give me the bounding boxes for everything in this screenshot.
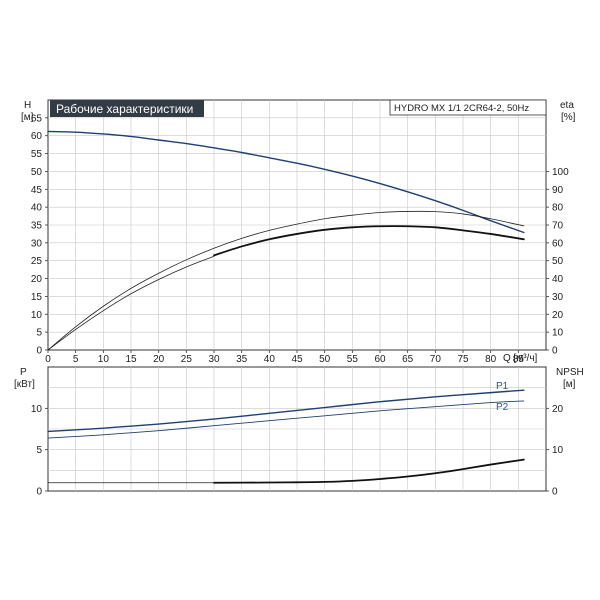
chart-title: Рабочие характеристики [56, 102, 193, 116]
x-tick-label: 5 [73, 354, 79, 365]
bottom-series-0 [47, 389, 525, 433]
head-efficiency-panel: 0 5 10 15 20 25 30 35 40 45 50 55 60 65 70 75 80 85 0 5 10 1… [21, 99, 576, 365]
left-tick-label: 50 [31, 167, 43, 178]
right-tick-label: 100 [552, 167, 569, 178]
top-series-2 [47, 210, 525, 351]
top-series-group [47, 130, 525, 351]
series-label-p2: P2 [496, 402, 509, 413]
x-tick-label: 40 [264, 354, 276, 365]
right-tick-label: 10 [552, 328, 564, 339]
right-tick-label: 60 [552, 238, 564, 249]
bottom-left-tick-label: 5 [36, 445, 42, 456]
x-tick-label: 25 [181, 354, 193, 365]
right-tick-label: 90 [552, 185, 564, 196]
power-npsh-panel: 0 5 10 0 10 20 P [кВт] NPSH [м] P1 P2 [14, 366, 584, 498]
left-tick-label: 40 [31, 203, 43, 214]
top-x-tick-labels: 0 5 10 15 20 25 30 35 40 45 50 55 60 65 70 75 80 85 [45, 354, 524, 365]
x-tick-label: 60 [374, 354, 386, 365]
bottom-series-1 [47, 400, 525, 439]
bottom-series-group [47, 389, 525, 484]
left-axis-label-p: P [20, 367, 27, 378]
right-tick-label: 50 [552, 256, 564, 267]
title-box [50, 100, 204, 117]
bottom-right-tick-label: 20 [552, 404, 564, 415]
right-tick-label: 20 [552, 310, 564, 321]
x-tick-label: 30 [208, 354, 220, 365]
right-tick-label: 70 [552, 221, 564, 232]
x-tick-label: 20 [153, 354, 165, 365]
left-tick-label: 25 [31, 256, 43, 267]
x-tick-label: 10 [98, 354, 110, 365]
right-tick-label: 30 [552, 292, 564, 303]
top-left-tick-labels: 0 5 10 15 20 25 30 35 40 45 50 55 60 65 [31, 113, 43, 356]
left-tick-label: 10 [31, 310, 43, 321]
left-tick-label: 15 [31, 292, 43, 303]
x-tick-label: 50 [319, 354, 331, 365]
model-label-box [389, 99, 547, 116]
x-tick-label: 15 [125, 354, 137, 365]
left-axis-label-h: H [24, 100, 31, 111]
left-tick-label: 60 [31, 131, 43, 142]
bottom-series-3 [213, 458, 525, 484]
left-tick-label: 20 [31, 274, 43, 285]
model-label: HYDRO MX 1/1 2CR64-2, 50Hz [394, 103, 529, 114]
x-tick-label: 85 [513, 354, 525, 365]
top-series-4 [47, 255, 215, 351]
series-label-p1: P1 [496, 381, 509, 392]
x-tick-label: 45 [291, 354, 303, 365]
right-axis-label-eta: eta [560, 100, 574, 111]
left-tick-label: 45 [31, 185, 43, 196]
bottom-grid [45, 367, 549, 492]
bottom-left-tick-label: 0 [36, 487, 42, 498]
x-tick-label: 35 [236, 354, 248, 365]
right-tick-label: 40 [552, 274, 564, 285]
left-tick-label: 35 [31, 221, 43, 232]
bottom-left-tick-labels: 0 5 10 [31, 404, 43, 498]
bottom-right-tick-label: 10 [552, 445, 564, 456]
right-axis-unit-m: [м] [563, 379, 576, 390]
right-tick-label: 80 [552, 203, 564, 214]
x-tick-label: 0 [45, 354, 51, 365]
left-tick-label: 65 [31, 113, 43, 124]
right-axis-unit-percent: [%] [561, 112, 576, 123]
bottom-left-tick-label: 10 [31, 404, 43, 415]
left-tick-label: 55 [31, 149, 43, 160]
top-series-0 [47, 130, 525, 234]
top-right-tick-labels: 0 10 20 30 40 50 60 70 80 90 100 [552, 167, 569, 357]
left-tick-label: 30 [31, 238, 43, 249]
bottom-right-tick-labels: 0 10 20 [552, 404, 564, 498]
x-tick-label: 65 [402, 354, 414, 365]
left-axis-unit-m: [м] [21, 112, 34, 123]
x-axis-label: Q [м³/ч] [503, 353, 538, 364]
bottom-right-tick-label: 0 [552, 487, 558, 498]
x-tick-label: 55 [347, 354, 359, 365]
left-tick-label: 0 [36, 346, 42, 357]
left-tick-label: 5 [36, 328, 42, 339]
x-tick-label: 70 [430, 354, 442, 365]
x-tick-label: 80 [485, 354, 497, 365]
right-axis-label-npsh: NPSH [556, 367, 584, 378]
x-tick-label: 75 [457, 354, 469, 365]
right-tick-label: 0 [552, 346, 558, 357]
left-axis-unit-kw: [кВт] [14, 379, 35, 390]
top-series-3 [213, 225, 525, 257]
